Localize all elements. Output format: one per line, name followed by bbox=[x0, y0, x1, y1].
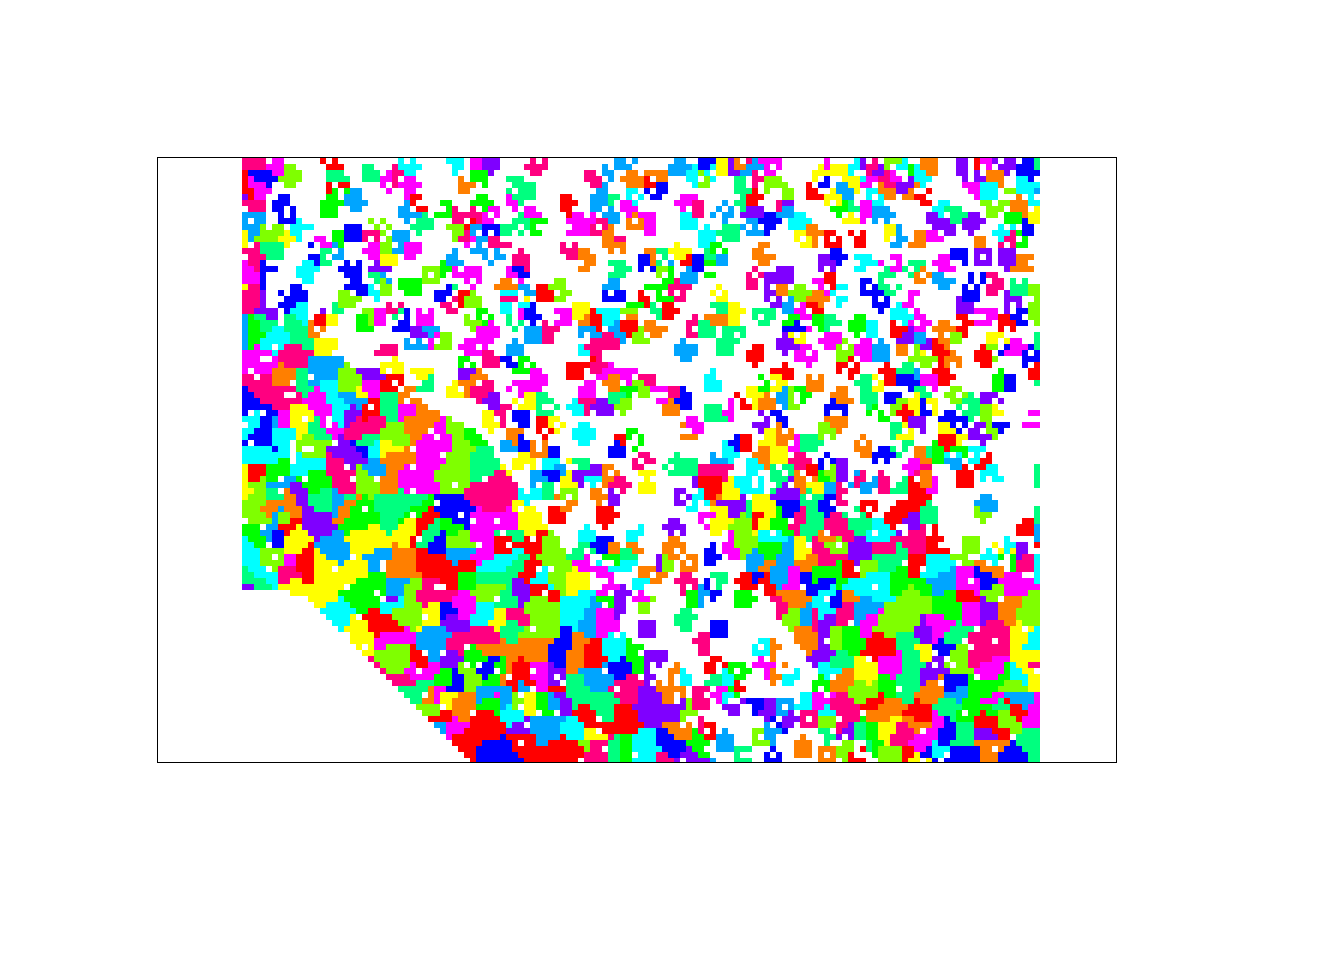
segmentation-map bbox=[158, 158, 1116, 762]
plot-frame bbox=[157, 157, 1117, 763]
